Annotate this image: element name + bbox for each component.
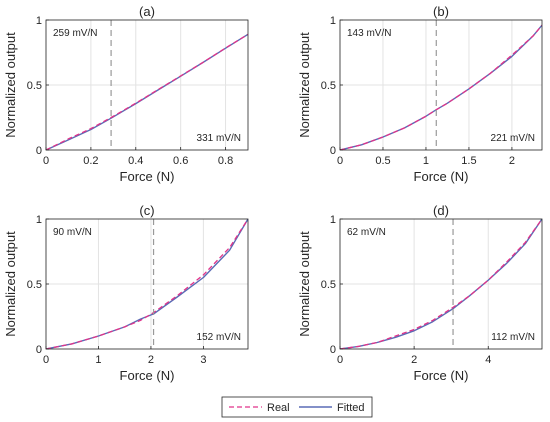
x-axis-label: Force (N) [414,368,469,383]
y-tick-label: 1 [330,214,336,226]
x-tick-label: 2 [411,354,417,366]
chart-panel-2: 0 0.5 1 1.5 2 0 0.5 1 (b) Force (N) Normalized out… [297,4,543,184]
y-tick-label: 0.5 [321,279,336,291]
y-tick-label: 1 [330,15,336,27]
legend-label-real: Real [267,402,290,414]
sensitivity-low-label: 90 mV/N [53,227,92,238]
panel-title: (c) [139,203,154,218]
sensitivity-high-label: 331 mV/N [197,133,241,144]
series-line-real [340,219,542,349]
x-axis-label: Force (N) [414,169,469,184]
legend-box [221,396,373,418]
legend: Real Fitted [221,396,373,418]
x-tick-label: 4 [485,354,491,366]
x-tick-label: 1.5 [461,155,476,167]
y-tick-label: 0.5 [27,80,42,92]
panel-title: (a) [139,4,155,19]
y-tick-label: 0.5 [27,279,42,291]
x-tick-label: 0 [43,155,49,167]
series-group [46,219,248,349]
panel-title: (d) [433,203,449,218]
sensitivity-low-label: 259 mV/N [53,28,97,39]
x-tick-label: 2 [148,354,154,366]
sensitivity-high-label: 221 mV/N [491,133,535,144]
x-tick-label: 0.8 [218,155,233,167]
x-tick-label: 0 [337,155,343,167]
series-line-real [340,24,542,150]
y-tick-label: 0 [330,344,336,356]
y-axis-label: Normalized output [297,231,312,337]
sensitivity-low-label: 62 mV/N [347,227,386,238]
sensitivity-high-label: 112 mV/N [491,332,535,343]
chart-panel-4: 0 2 4 0 0.5 1 (d) Force (N) Normalized output 62 … [297,203,543,383]
series-line-real [46,33,248,150]
series-line-real [46,219,248,349]
series-group [340,219,542,349]
x-tick-label: 1 [423,155,429,167]
x-tick-label: 0.4 [128,155,143,167]
x-axis-label: Force (N) [120,169,175,184]
series-group [46,33,248,150]
y-tick-label: 0 [36,344,42,356]
panel-title: (b) [433,4,449,19]
x-tick-label: 0.6 [173,155,188,167]
x-axis-label: Force (N) [120,368,175,383]
y-tick-label: 0 [36,145,42,157]
y-tick-label: 1 [36,15,42,27]
y-tick-label: 0.5 [321,80,336,92]
chart-panel-3: 0 1 2 3 0 0.5 1 (c) Force (N) Normalized output 90… [3,203,249,383]
sensitivity-low-label: 143 mV/N [347,28,391,39]
legend-label-fitted: Fitted [337,402,365,414]
y-tick-label: 1 [36,214,42,226]
chart-panel-1: 0 0.2 0.4 0.6 0.8 0 0.5 1 (a) Force (N) Normalized… [3,4,249,184]
sensitivity-high-label: 152 mV/N [197,332,241,343]
y-axis-label: Normalized output [297,32,312,138]
x-tick-label: 2 [509,155,515,167]
x-tick-label: 0.2 [83,155,98,167]
y-axis-label: Normalized output [3,231,18,337]
y-axis-label: Normalized output [3,32,18,138]
x-tick-label: 0 [337,354,343,366]
y-tick-label: 0 [330,145,336,157]
x-tick-label: 3 [200,354,206,366]
x-tick-label: 0.5 [375,155,390,167]
x-tick-label: 0 [43,354,49,366]
x-tick-label: 1 [95,354,101,366]
series-group [340,24,542,150]
